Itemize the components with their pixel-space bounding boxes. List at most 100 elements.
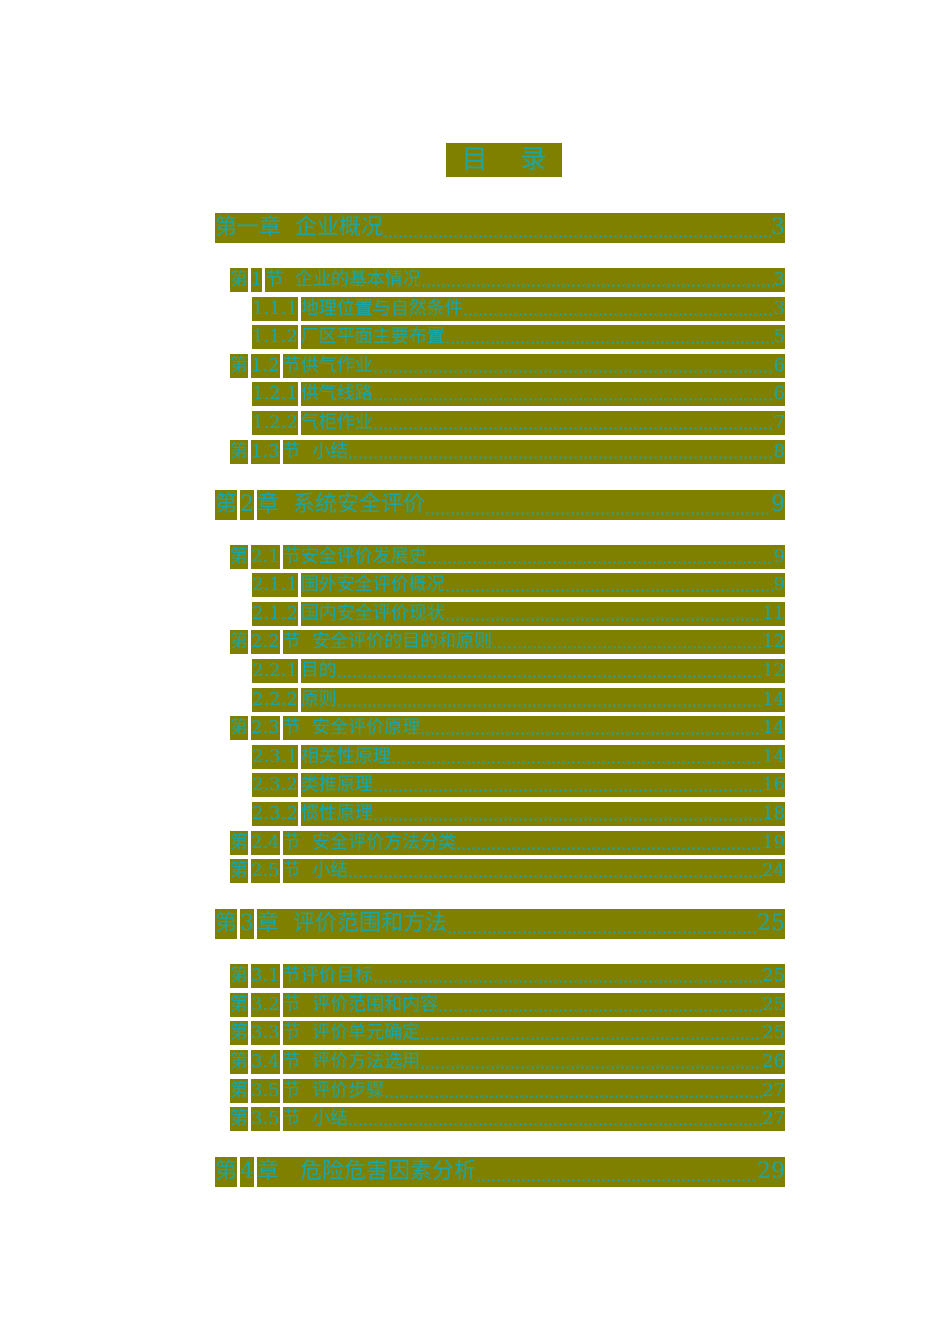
toc-entry[interactable]: 1.2.1 供气线路 6	[252, 382, 785, 407]
toc-entry[interactable]: 2.3.2 类推原理 16	[252, 773, 785, 798]
toc-entry[interactable]: 第 3.4 节 评价方法选用 26	[230, 1050, 785, 1074]
toc-entry[interactable]: 第 1.3 节 小结 8	[230, 439, 785, 464]
entry-text: 节 评价范围和内容	[282, 992, 439, 1017]
toc-entry[interactable]: 2.2.2 原则 14	[252, 687, 785, 712]
toc-entry[interactable]: 第 2.2 节 安全评价的目的和原则 12	[230, 630, 785, 655]
entry-text: 第	[230, 1021, 248, 1046]
entry-text: 2.1.2	[252, 601, 298, 626]
entry-text: 2	[240, 489, 255, 520]
entry-text: 1.2	[251, 353, 280, 378]
entry-text: 厂区平面主要布置	[300, 325, 445, 350]
leader	[492, 630, 763, 655]
page-number: 7	[773, 411, 785, 435]
entry-text: 节 评价单元确定	[282, 1021, 421, 1046]
toc-entry[interactable]: 第一章 企业概况 3	[215, 213, 785, 243]
leader	[420, 1021, 763, 1046]
page-number: 9	[771, 489, 785, 520]
entry-text: 2.2.2	[252, 687, 298, 712]
entry-text: 节 小结	[282, 439, 349, 464]
page-number: 26	[762, 1050, 785, 1074]
entry-text: 1.1.1	[252, 296, 298, 321]
entry-text: 第	[215, 909, 238, 940]
entry-text: 1.2.2	[252, 411, 298, 435]
toc-entry[interactable]: 第 2.4 节 安全评价方法分类 19	[230, 830, 785, 855]
toc-entry[interactable]: 第 2.5 节 小结 24	[230, 859, 785, 884]
toc-entry[interactable]: 2.1.1 国外安全评价概况 9	[252, 573, 785, 598]
leader	[384, 1078, 763, 1103]
entry-text: 2.3.1	[252, 744, 298, 769]
toc-entry[interactable]: 2.3.2 惯性原理 18	[252, 802, 785, 826]
entry-text: 4	[240, 1157, 255, 1188]
leader	[372, 773, 763, 798]
toc-entry[interactable]: 第 1.2 节供气作业 6	[230, 353, 785, 378]
page-number: 14	[762, 744, 785, 769]
toc-entry[interactable]: 2.1.2 国内安全评价现状 11	[252, 601, 785, 626]
toc-entry[interactable]: 2.3.1 相关性原理 14	[252, 744, 785, 769]
page-number: 27	[762, 1078, 785, 1103]
toc-entry[interactable]: 1.1.1 地理位置与自然条件 3	[252, 296, 785, 321]
toc-title: 目 录	[446, 143, 562, 177]
entry-text: 第	[230, 439, 248, 464]
entry-text: 节 小结	[282, 859, 349, 884]
entry-text: 3.4	[251, 1050, 280, 1074]
entry-text: 1.3	[251, 439, 280, 464]
entry-text: 相关性原理	[300, 744, 391, 769]
entry-text: 第一章 企业概况	[215, 213, 383, 243]
leader	[420, 716, 763, 741]
leader	[420, 268, 774, 292]
entry-text: 第	[215, 1157, 238, 1188]
page-number: 25	[762, 1021, 785, 1046]
page-number: 5	[773, 325, 785, 350]
page-number: 19	[762, 830, 785, 855]
entry-text: 2.3.2	[252, 773, 298, 798]
entry-text: 2.5	[251, 859, 280, 884]
entry-text: 3.5	[251, 1107, 280, 1132]
entry-text: 气柜作业	[300, 411, 373, 435]
toc-entry[interactable]: 第 2.1 节安全评价发展史 9	[230, 544, 785, 569]
entry-text: 章 系统安全评价	[257, 489, 426, 520]
toc-entry[interactable]: 第 2.3 节 安全评价原理 14	[230, 716, 785, 741]
entry-text: 节 评价步骤	[282, 1078, 385, 1103]
entry-text: 第	[230, 859, 248, 884]
entry-text: 2.2.1	[252, 659, 298, 683]
toc-entry[interactable]: 第 3.5 节 评价步骤 27	[230, 1078, 785, 1103]
entry-text: 国外安全评价概况	[300, 573, 445, 598]
page-number: 12	[762, 630, 785, 655]
entry-text: 第	[230, 630, 248, 655]
leader	[476, 1157, 757, 1188]
page-number: 6	[773, 382, 785, 407]
toc-entry[interactable]: 第 3.1 节评价目标 25	[230, 964, 785, 989]
entry-text: 第	[230, 1050, 248, 1074]
entry-text: 节 安全评价的目的和原则	[282, 630, 493, 655]
toc-entry[interactable]: 第 3.3 节 评价单元确定 25	[230, 1021, 785, 1046]
leader	[420, 1050, 763, 1074]
entry-text: 节供气作业	[282, 353, 373, 378]
page-number: 24	[762, 859, 785, 884]
leader	[372, 353, 774, 378]
toc-entry[interactable]: 第 3.2 节 评价范围和内容 25	[230, 992, 785, 1017]
entry-text: 3.1	[251, 964, 280, 989]
page-number: 12	[762, 659, 785, 683]
entry-text: 章 评价范围和方法	[257, 909, 448, 940]
leader	[336, 687, 763, 712]
leader	[426, 544, 774, 569]
toc-entry[interactable]: 第 3.5 节 小结 27	[230, 1107, 785, 1132]
entry-text: 3.5	[251, 1078, 280, 1103]
toc-entry[interactable]: 1.1.2 厂区平面主要布置 5	[252, 325, 785, 350]
entry-text: 第	[230, 544, 248, 569]
toc-entry[interactable]: 2.2.1 目的 12	[252, 659, 785, 683]
entry-text: 2.3	[251, 716, 280, 741]
entry-text: 地理位置与自然条件	[300, 296, 463, 321]
leader	[425, 489, 771, 520]
entry-text: 类推原理	[300, 773, 373, 798]
entry-text: 国内安全评价现状	[300, 601, 445, 626]
toc-entry[interactable]: 1.2.2 气柜作业 7	[252, 411, 785, 435]
entry-text: 节 评价方法选用	[282, 1050, 421, 1074]
entry-text: 1.2.1	[252, 382, 298, 407]
entry-text: 第	[230, 992, 248, 1017]
page-number: 6	[773, 353, 785, 378]
